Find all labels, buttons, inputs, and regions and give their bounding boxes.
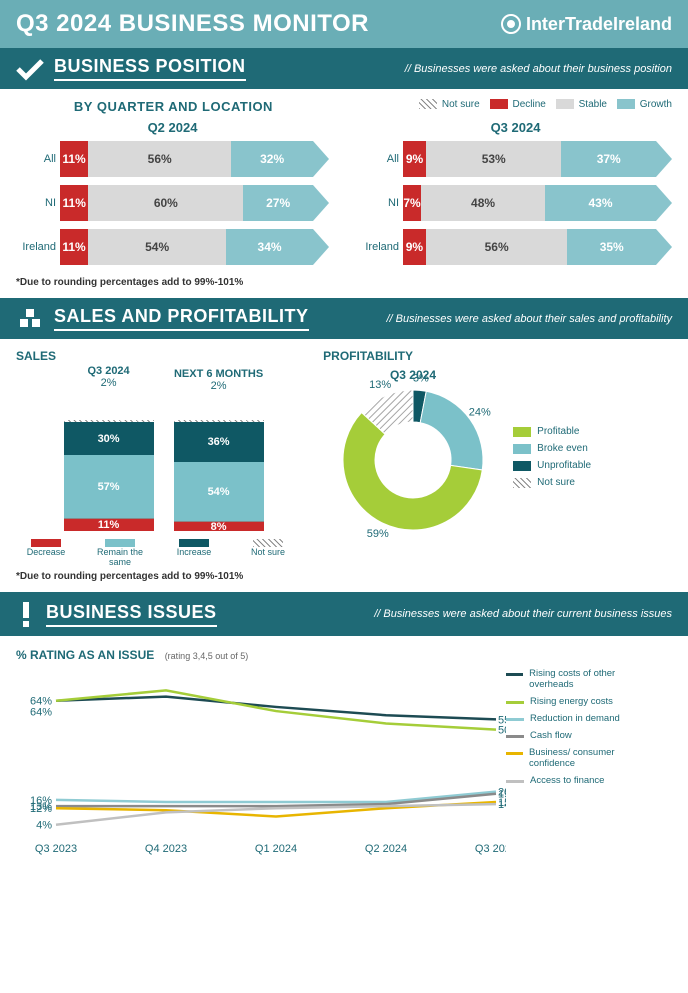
sales-legend: DecreaseRemain the sameIncreaseNot sure [16, 539, 311, 567]
section-subtitle: // Businesses were asked about their sal… [386, 313, 672, 325]
issues-chart-sub: (rating 3,4,5 out of 5) [165, 651, 249, 661]
section-title: BUSINESS POSITION [54, 56, 246, 81]
check-icon [16, 57, 44, 81]
svg-text:Q1 2024: Q1 2024 [255, 843, 297, 855]
page-header: Q3 2024 BUSINESS MONITOR InterTradeIrela… [0, 0, 688, 48]
svg-text:Q3 2023: Q3 2023 [35, 843, 77, 855]
svg-text:4%: 4% [36, 820, 52, 832]
issues-legend: Rising costs of other overheadsRising en… [506, 668, 656, 863]
sales-content: SALES Q3 20242%57%30%11%NEXT 6 MONTHS2%5… [0, 339, 688, 592]
section-subtitle: // Businesses were asked about their bus… [405, 63, 672, 75]
exclaim-icon [16, 600, 36, 628]
page-title: Q3 2024 BUSINESS MONITOR [16, 10, 369, 38]
svg-text:59%: 59% [367, 528, 389, 540]
section-title: BUSINESS ISSUES [46, 602, 217, 627]
brand-icon [500, 13, 522, 35]
position-chart-title: BY QUARTER AND LOCATION [16, 99, 331, 114]
rounding-note: *Due to rounding percentages add to 99%-… [16, 277, 672, 288]
svg-text:Q2 2024: Q2 2024 [365, 843, 407, 855]
sales-title: SALES [16, 349, 311, 363]
issues-chart-title: % RATING AS AN ISSUE [16, 648, 154, 662]
section-title: SALES AND PROFITABILITY [54, 306, 309, 331]
sales-stacked-chart: Q3 20242%57%30%11%NEXT 6 MONTHS2%54%36%8… [16, 365, 311, 531]
svg-text:50%: 50% [498, 725, 506, 737]
boxes-icon [16, 307, 44, 331]
section-bar-sales: SALES AND PROFITABILITY // Businesses we… [0, 298, 688, 339]
svg-text:13%: 13% [369, 379, 391, 391]
section-bar-issues: BUSINESS ISSUES // Businesses were asked… [0, 592, 688, 636]
issues-line-chart: Q3 2023Q4 2023Q1 2024Q2 2024Q3 202464%64… [16, 668, 506, 863]
position-content: BY QUARTER AND LOCATION Not sure Decline… [0, 89, 688, 298]
brand-logo: InterTradeIreland [500, 13, 672, 35]
position-legend: Not sure Decline Stable Growth [357, 99, 672, 110]
rounding-note-2: *Due to rounding percentages add to 99%-… [16, 571, 311, 582]
issues-content: % RATING AS AN ISSUE (rating 3,4,5 out o… [0, 636, 688, 873]
svg-text:14%: 14% [498, 799, 506, 811]
arrow-chart-grid: Q2 2024All11%56%32%NI11%60%27%Ireland11%… [16, 120, 672, 273]
svg-text:12%: 12% [30, 803, 52, 815]
svg-text:24%: 24% [469, 406, 491, 418]
svg-text:3%: 3% [413, 372, 429, 384]
svg-text:Q4 2023: Q4 2023 [145, 843, 187, 855]
profit-title: PROFITABILITY [323, 349, 672, 363]
donut-legend: ProfitableBroke evenUnprofitableNot sure [513, 426, 591, 494]
svg-text:Q3 2024: Q3 2024 [475, 843, 506, 855]
section-bar-position: BUSINESS POSITION // Businesses were ask… [0, 48, 688, 89]
section-subtitle: // Businesses were asked about their cur… [374, 608, 672, 620]
svg-text:64%: 64% [30, 707, 52, 719]
profitability-donut: Q3 20243%24%59%13% [323, 365, 503, 555]
